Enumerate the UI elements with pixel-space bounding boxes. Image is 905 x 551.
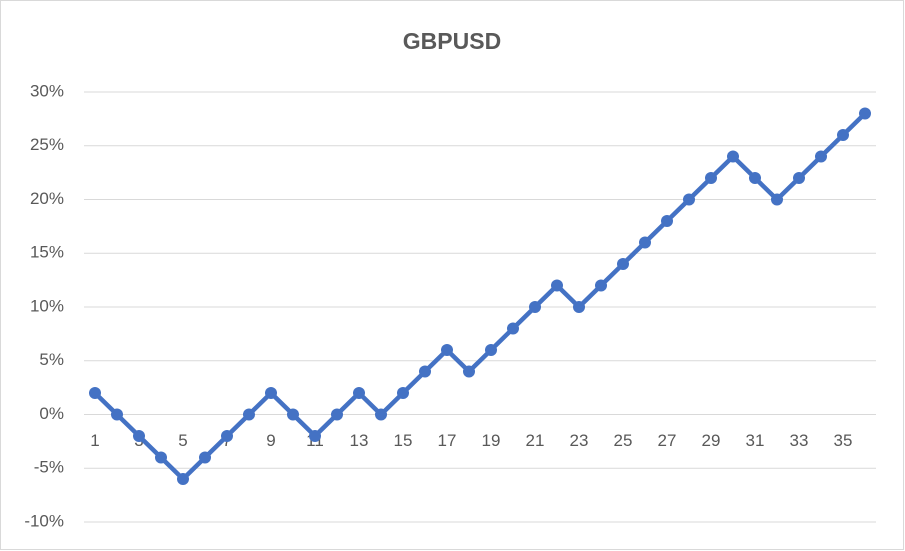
- point: [573, 301, 585, 313]
- point: [771, 193, 783, 206]
- x-tick-label: 21: [526, 431, 545, 450]
- point: [705, 172, 717, 184]
- point: [837, 129, 849, 141]
- x-tick-label: 17: [438, 431, 457, 450]
- y-tick-label: 0%: [39, 404, 64, 423]
- y-tick-label: -10%: [24, 511, 64, 530]
- y-tick-label: 15%: [30, 243, 64, 262]
- point: [661, 215, 673, 227]
- point: [485, 344, 497, 356]
- point: [595, 279, 607, 292]
- y-tick-label: 25%: [30, 135, 64, 154]
- point: [793, 172, 805, 184]
- point: [859, 107, 871, 120]
- point: [749, 172, 761, 184]
- y-tick-label: 10%: [30, 296, 64, 315]
- point: [441, 344, 453, 356]
- point: [375, 408, 387, 421]
- point: [419, 365, 431, 378]
- x-tick-label: 33: [790, 431, 809, 450]
- y-tick-label: 20%: [30, 189, 64, 208]
- point: [177, 473, 189, 485]
- point: [89, 387, 101, 399]
- x-tick-label: 5: [178, 431, 187, 450]
- point: [463, 365, 475, 378]
- x-tick-label: 15: [394, 431, 413, 450]
- point: [639, 236, 651, 249]
- point: [287, 408, 299, 421]
- x-tick-label: 27: [658, 431, 677, 450]
- point: [111, 408, 123, 421]
- y-tick-label: 5%: [39, 350, 64, 369]
- point: [199, 451, 211, 464]
- x-tick-label: 31: [746, 431, 765, 450]
- point: [507, 322, 519, 335]
- point: [551, 279, 563, 292]
- x-tick-label: 1: [90, 431, 99, 450]
- x-tick-label: 35: [834, 431, 853, 450]
- y-tick-label: 30%: [30, 81, 64, 100]
- x-tick-label: 19: [482, 431, 501, 450]
- point: [617, 258, 629, 270]
- point: [221, 430, 233, 442]
- point: [529, 301, 541, 313]
- point: [243, 408, 255, 421]
- x-tick-label: 13: [350, 431, 369, 450]
- point: [397, 387, 409, 399]
- x-tick-label: 29: [702, 431, 721, 450]
- y-tick-label: -5%: [34, 458, 64, 477]
- point: [331, 408, 343, 421]
- point: [683, 193, 695, 206]
- x-tick-label: 25: [614, 431, 633, 450]
- x-tick-label: 9: [266, 431, 275, 450]
- x-tick-label: 23: [570, 431, 589, 450]
- point: [133, 430, 145, 442]
- point: [353, 387, 365, 399]
- point: [727, 150, 739, 163]
- point: [309, 430, 321, 442]
- point: [815, 150, 827, 163]
- point: [155, 451, 167, 464]
- chart-title: GBPUSD: [403, 28, 501, 54]
- point: [265, 387, 277, 399]
